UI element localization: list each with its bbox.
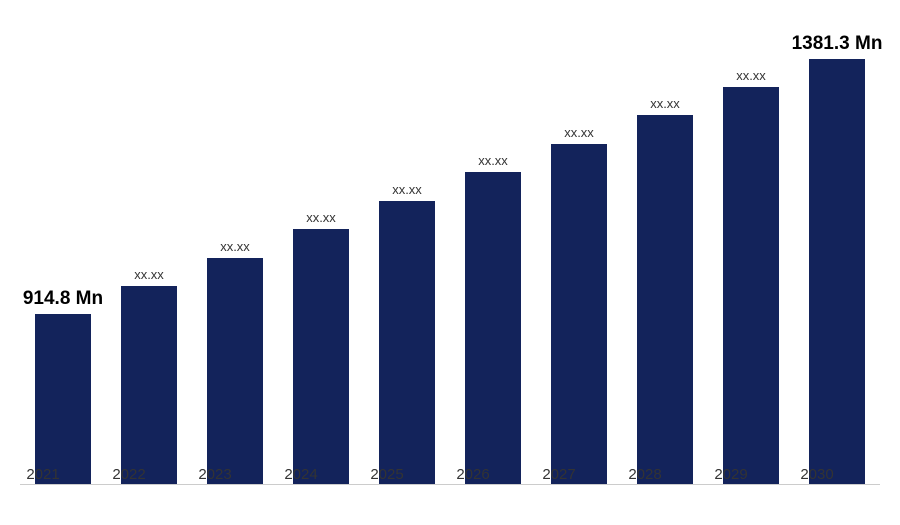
bar-slot: xx.xx xyxy=(708,68,794,484)
bar-slot: xx.xx xyxy=(536,125,622,484)
bar xyxy=(465,172,521,484)
bar xyxy=(207,258,263,484)
bar-value-label: 914.8 Mn xyxy=(23,288,103,310)
x-axis-label: 2027 xyxy=(516,466,602,483)
bar-value-label: xx.xx xyxy=(736,68,766,83)
x-axis-label: 2022 xyxy=(86,466,172,483)
x-axis-label: 2030 xyxy=(774,466,860,483)
bar-value-label: xx.xx xyxy=(478,153,508,168)
x-axis-label: 2028 xyxy=(602,466,688,483)
plot-area: 914.8 Mn xx.xx xx.xx xx.xx xx.xx xx.xx xx.xx xx… xyxy=(20,25,880,485)
bar-value-label: xx.xx xyxy=(564,125,594,140)
x-axis-label: 2026 xyxy=(430,466,516,483)
bar-slot: xx.xx xyxy=(106,267,192,484)
market-growth-bar-chart: 914.8 Mn xx.xx xx.xx xx.xx xx.xx xx.xx xx.xx xx… xyxy=(0,0,900,525)
x-axis-label: 2025 xyxy=(344,466,430,483)
bar xyxy=(809,59,865,484)
bar xyxy=(121,286,177,484)
x-axis-label: 2023 xyxy=(172,466,258,483)
bar-value-label: xx.xx xyxy=(134,267,164,282)
bar-slot: xx.xx xyxy=(278,210,364,484)
bar-value-label: xx.xx xyxy=(306,210,336,225)
bar-slot: xx.xx xyxy=(364,182,450,484)
x-axis-label: 2029 xyxy=(688,466,774,483)
bar-value-label: 1381.3 Mn xyxy=(792,33,883,55)
x-axis-label: 2024 xyxy=(258,466,344,483)
bar-slot: xx.xx xyxy=(450,153,536,484)
bar-slot: xx.xx xyxy=(192,239,278,484)
bar-slot: 914.8 Mn xyxy=(20,288,106,484)
bar xyxy=(293,229,349,484)
bar-slot: xx.xx xyxy=(622,96,708,484)
bar xyxy=(35,314,91,484)
bar xyxy=(637,115,693,484)
bar-value-label: xx.xx xyxy=(650,96,680,111)
bar-slot: 1381.3 Mn xyxy=(794,33,880,484)
bar xyxy=(551,144,607,484)
bar-value-label: xx.xx xyxy=(392,182,422,197)
bar xyxy=(379,201,435,484)
bar xyxy=(723,87,779,484)
x-axis-label: 2021 xyxy=(0,466,86,483)
bar-value-label: xx.xx xyxy=(220,239,250,254)
